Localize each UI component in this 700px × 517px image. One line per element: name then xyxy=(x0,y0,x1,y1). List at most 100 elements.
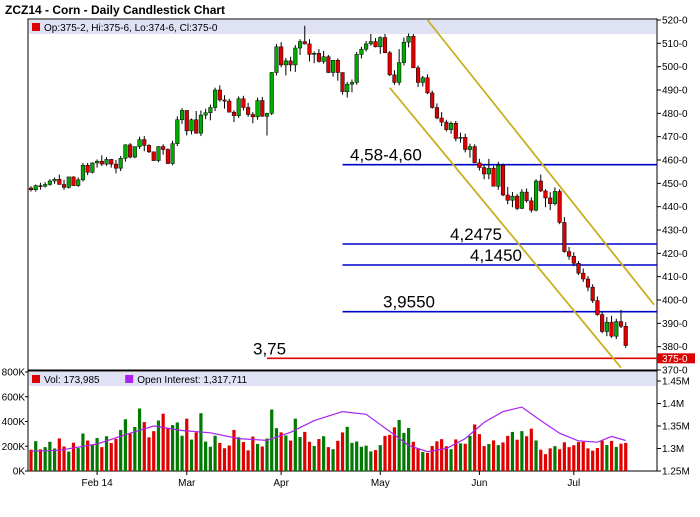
candle-body xyxy=(241,98,246,108)
price-tick-label: 510-0 xyxy=(662,39,688,50)
level-label: 3,75 xyxy=(253,339,286,358)
volume-bar xyxy=(208,446,212,471)
candle-body xyxy=(387,52,392,76)
legend-label: Vol: 173,985 xyxy=(44,375,100,386)
candle-body xyxy=(585,278,591,288)
volume-axes: 0K 200K 400K 600K 800K 1.25M 1.3M 1.35M 1.4M 1.45… xyxy=(2,368,690,478)
candle-body xyxy=(33,185,38,191)
volume-header-band xyxy=(29,372,656,386)
candle-body xyxy=(533,180,539,211)
volume-bar xyxy=(29,449,33,471)
volume-bar xyxy=(48,441,52,471)
candle-body xyxy=(609,321,614,337)
volume-bar xyxy=(548,448,552,471)
price-header-band xyxy=(29,20,656,34)
last-price-marker xyxy=(657,353,695,364)
candle-body xyxy=(368,41,373,45)
candle-body xyxy=(562,222,567,252)
volume-bar xyxy=(576,442,581,471)
candle-body xyxy=(213,89,218,108)
candle-body xyxy=(359,48,364,55)
volume-bar xyxy=(605,445,609,471)
candle-body xyxy=(269,72,274,114)
oi-tick-label: 1.3M xyxy=(662,444,684,455)
candle-body xyxy=(345,83,350,92)
date-tick-label: Mar xyxy=(178,478,196,489)
candle-body xyxy=(401,41,406,63)
volume-bar xyxy=(624,442,628,471)
candle-body xyxy=(151,151,156,161)
candle-body xyxy=(618,321,624,327)
trend-channel-line xyxy=(426,19,655,306)
candle-body xyxy=(231,111,237,116)
candle-body xyxy=(165,149,170,164)
oi-tick-label: 1.45M xyxy=(662,377,690,388)
candle-body xyxy=(217,89,222,101)
candle-body xyxy=(128,144,133,158)
candle-body xyxy=(529,200,534,211)
candle-body xyxy=(194,119,199,134)
volume-bar xyxy=(312,446,316,471)
volume-bar xyxy=(71,442,76,471)
volume-bar xyxy=(336,440,340,471)
candle-body xyxy=(104,159,109,165)
volume-bar xyxy=(491,440,496,471)
volume-bar xyxy=(104,436,109,471)
candle-body xyxy=(222,99,227,102)
candle-body xyxy=(524,191,529,202)
volume-bar xyxy=(609,440,614,471)
price-tick-label: 450-0 xyxy=(662,179,688,190)
legend-swatch xyxy=(125,375,134,383)
candle-body xyxy=(52,179,57,182)
candle-body xyxy=(411,36,416,69)
chart-title: ZCZ14 - Corn - Daily Candlestick Chart xyxy=(5,3,225,17)
candle-body xyxy=(406,36,411,43)
candle-body xyxy=(90,162,95,173)
volume-bar xyxy=(454,439,458,471)
volume-bar xyxy=(411,441,415,471)
candle-body xyxy=(567,251,572,257)
candle-body xyxy=(463,137,468,150)
candle-body xyxy=(453,123,458,139)
volume-bar xyxy=(255,443,260,471)
volume-bar xyxy=(237,437,241,471)
volume-bar xyxy=(331,449,335,471)
volume-bar xyxy=(133,426,137,471)
volume-bar xyxy=(152,431,156,471)
price-tick-label: 420-0 xyxy=(662,249,688,260)
oi-tick-label: 1.25M xyxy=(662,467,690,478)
volume-bar xyxy=(34,441,38,471)
candle-body xyxy=(420,77,425,83)
candle-body xyxy=(288,60,293,66)
volume-bar xyxy=(397,419,401,471)
price-tick-label: 460-0 xyxy=(662,156,688,167)
volume-bar xyxy=(298,436,302,471)
candle-body xyxy=(571,256,576,264)
volume-bar xyxy=(53,448,57,471)
volume-bar xyxy=(392,427,397,471)
volume-bar xyxy=(440,439,444,471)
candle-body xyxy=(519,191,524,209)
volume-bar xyxy=(161,413,165,471)
volume-bar xyxy=(614,446,618,471)
candle-body xyxy=(250,114,255,118)
volume-bar xyxy=(350,442,354,471)
candle-body xyxy=(137,139,142,147)
volume-bar xyxy=(340,432,345,471)
candle-body xyxy=(203,112,208,116)
candle-body xyxy=(576,263,581,274)
volume-tick-label: 200K xyxy=(2,442,26,453)
volume-bar xyxy=(119,429,123,471)
candle-body xyxy=(439,117,444,123)
candle-body xyxy=(373,41,378,48)
candle-body xyxy=(109,159,114,165)
candle-body xyxy=(57,179,62,185)
volume-bar xyxy=(251,436,255,471)
candle-body xyxy=(500,165,506,196)
candle-body xyxy=(491,167,496,187)
candle-body xyxy=(175,119,180,144)
volume-bar xyxy=(114,438,118,471)
candle-body xyxy=(510,195,515,201)
volume-bar xyxy=(520,431,524,471)
volume-bar xyxy=(109,443,113,471)
